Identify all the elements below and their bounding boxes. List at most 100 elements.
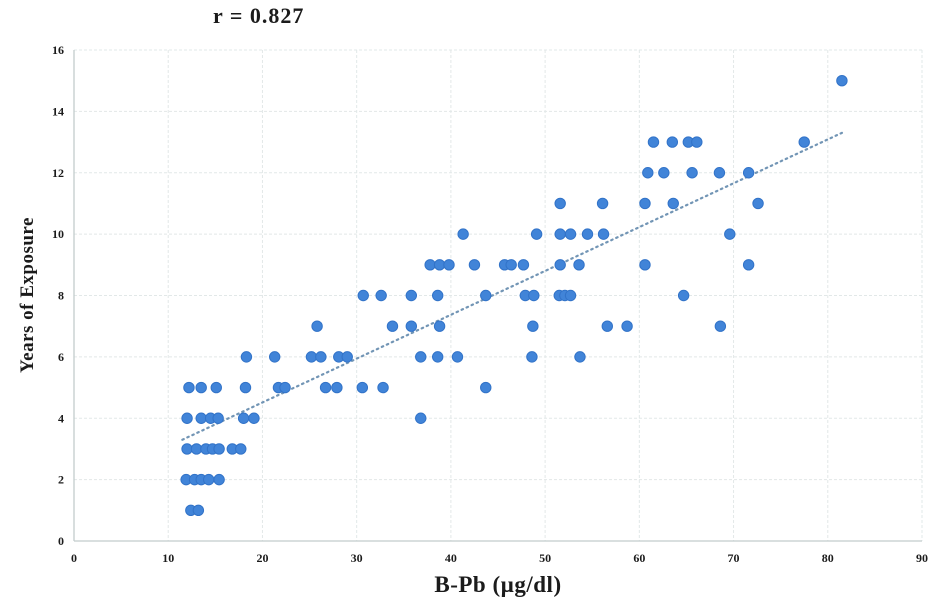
data-point (356, 381, 369, 394)
data-point (564, 289, 577, 302)
data-point (433, 320, 446, 332)
data-point (210, 381, 222, 394)
data-point (424, 259, 436, 271)
data-point (331, 381, 343, 394)
data-point (658, 167, 670, 179)
data-point (686, 167, 698, 179)
data-point (443, 259, 455, 271)
data-point (235, 443, 247, 455)
data-point (305, 351, 318, 363)
data-point (573, 259, 585, 271)
y-tick-label: 0 (58, 534, 64, 548)
y-tick-label: 10 (52, 227, 64, 241)
data-point (714, 320, 727, 332)
data-point (836, 74, 848, 87)
data-point (311, 320, 323, 332)
x-tick-label: 70 (728, 551, 740, 565)
chart-title: r = 0.827 (213, 3, 305, 28)
x-tick-label: 90 (916, 551, 928, 565)
data-point (752, 197, 764, 210)
data-point (431, 289, 444, 302)
data-point (315, 351, 327, 363)
y-tick-label: 16 (52, 43, 64, 57)
x-tick-label: 40 (445, 551, 457, 565)
data-point (415, 351, 427, 363)
data-point (517, 259, 530, 271)
data-point (237, 412, 250, 424)
x-axis-title: B-Pb (µg/dl) (434, 572, 562, 597)
data-point (195, 412, 207, 424)
x-tick-label: 80 (822, 551, 834, 565)
data-point (724, 228, 736, 240)
data-point (431, 351, 444, 363)
data-point (666, 136, 679, 148)
data-point (240, 351, 253, 363)
data-point (248, 412, 260, 424)
data-point (181, 443, 193, 455)
data-point (742, 259, 755, 271)
data-point (505, 259, 517, 271)
data-point (596, 197, 609, 210)
data-point (480, 289, 492, 302)
data-point (239, 381, 252, 394)
x-tick-label: 60 (633, 551, 645, 565)
data-point (642, 167, 654, 179)
data-point (677, 289, 690, 302)
data-point (415, 412, 427, 424)
data-point (279, 381, 291, 394)
data-point (195, 381, 207, 394)
data-point (451, 351, 464, 363)
data-point (181, 412, 193, 424)
data-point (639, 259, 651, 271)
y-tick-label: 12 (52, 166, 64, 180)
data-point (597, 228, 610, 240)
data-point (213, 473, 225, 486)
data-point (528, 289, 540, 302)
data-point (357, 289, 369, 302)
x-tick-label: 0 (71, 551, 77, 565)
data-point (621, 320, 633, 332)
data-point (691, 136, 703, 148)
data-point (581, 228, 594, 240)
data-point (212, 412, 224, 424)
data-point (268, 351, 281, 363)
x-tick-label: 20 (256, 551, 268, 565)
data-point (601, 320, 613, 332)
data-point (667, 197, 679, 210)
data-point (574, 351, 586, 363)
x-tick-label: 10 (162, 551, 174, 565)
data-point (190, 443, 203, 455)
data-point (203, 473, 215, 486)
data-point (647, 136, 660, 148)
data-point (341, 351, 353, 363)
data-point (183, 381, 195, 394)
y-tick-label: 4 (58, 411, 64, 425)
data-point (405, 320, 418, 332)
data-point (530, 228, 543, 240)
data-point (554, 228, 566, 240)
y-axis-title: Years of Exposure (17, 217, 38, 373)
x-tick-label: 50 (539, 551, 551, 565)
data-point (526, 351, 538, 363)
data-point (554, 259, 566, 271)
data-point (377, 381, 389, 394)
data-point (527, 320, 539, 332)
data-point (468, 259, 481, 271)
data-point (386, 320, 399, 332)
data-point (480, 381, 492, 394)
data-point (639, 197, 651, 210)
data-point (457, 228, 469, 240)
data-point (375, 289, 387, 302)
data-point (319, 381, 332, 394)
data-point (192, 504, 205, 517)
y-tick-label: 2 (58, 473, 64, 487)
data-point (798, 136, 810, 148)
data-point (433, 259, 446, 271)
y-tick-label: 6 (58, 350, 64, 364)
data-point (213, 443, 225, 455)
data-point (564, 228, 577, 240)
trend-line (181, 131, 844, 441)
data-point (713, 167, 726, 179)
x-tick-label: 30 (351, 551, 363, 565)
